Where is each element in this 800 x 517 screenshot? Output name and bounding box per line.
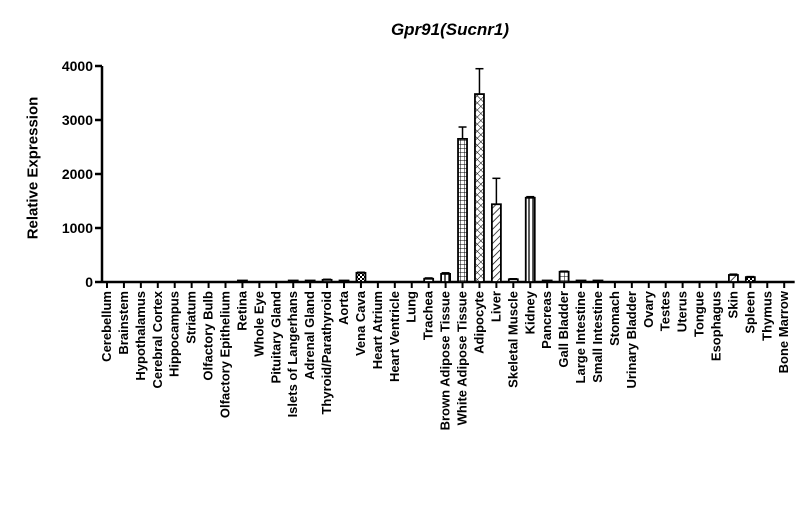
x-tick-label: Vena Cava bbox=[353, 290, 368, 356]
x-tick-label: Brainstem bbox=[116, 291, 131, 355]
bar-islets-of-langerhans bbox=[287, 279, 299, 283]
x-tick-label: Stomach bbox=[607, 291, 622, 346]
x-tick-label: Gall Bladder bbox=[556, 291, 571, 368]
x-tick-label: Trachea bbox=[421, 290, 436, 340]
bar-skin bbox=[728, 274, 739, 283]
x-tick-label: Pituitary Gland bbox=[268, 291, 283, 384]
x-tick-label: Skin bbox=[725, 291, 740, 319]
x-tick-label: Urinary Bladder bbox=[624, 291, 639, 389]
x-tick-label: Thyroid/Parathyroid bbox=[319, 291, 334, 415]
x-tick-label: Lung bbox=[404, 291, 419, 323]
x-tick-label: Small Intestine bbox=[590, 291, 605, 383]
bar-skeletal-muscle bbox=[507, 278, 519, 283]
x-tick-label: Hippocampus bbox=[167, 291, 182, 377]
y-tick-label: 2000 bbox=[62, 166, 93, 182]
x-tick-label: Hypothalamus bbox=[133, 291, 148, 381]
x-tick-label: Liver bbox=[488, 291, 503, 322]
x-tick-label: Adrenal Gland bbox=[302, 291, 317, 380]
x-tick-label: Adipocyte bbox=[471, 291, 486, 354]
bar-trachea bbox=[423, 277, 435, 283]
bar-spleen bbox=[744, 276, 756, 283]
x-tick-label: Olfactory Epithelium bbox=[218, 291, 233, 418]
x-tick-label: Skeletal Muscle bbox=[505, 291, 520, 388]
x-tick-label: Whole Eye bbox=[251, 291, 266, 357]
bar-pancreas bbox=[541, 279, 553, 283]
y-tick-label: 3000 bbox=[62, 112, 93, 128]
bar-small-intestine bbox=[592, 279, 604, 283]
x-tick-label: Uterus bbox=[675, 291, 690, 332]
x-tick-label: Bone Marrow bbox=[776, 290, 791, 373]
x-tick-label: Striatum bbox=[184, 291, 199, 344]
x-tick-label: Kidney bbox=[522, 290, 537, 334]
x-tick-label: Aorta bbox=[336, 290, 351, 325]
bar-adrenal-gland bbox=[304, 279, 316, 283]
bar-liver bbox=[490, 203, 502, 283]
x-tick-label: Heart Ventricle bbox=[387, 291, 402, 382]
bar-gall-bladder bbox=[558, 270, 570, 283]
bar-retina bbox=[237, 279, 248, 283]
x-tick-label: Cerebral Cortex bbox=[150, 290, 165, 388]
chart-title: Gpr91(Sucnr1) bbox=[390, 20, 510, 39]
y-tick-label: 0 bbox=[85, 274, 93, 290]
x-tick-labels: Cerebellum Brainstem Hypothalamus Cerebral … bbox=[99, 290, 791, 430]
y-tick-label: 4000 bbox=[62, 58, 93, 74]
bar-large-intestine bbox=[575, 279, 587, 283]
x-tick-label: Tongue bbox=[692, 291, 707, 337]
x-tick-label: Retina bbox=[234, 290, 249, 331]
x-tick-label: Testes bbox=[658, 291, 673, 331]
x-tick-label: Islets of Langerhans bbox=[285, 291, 300, 417]
bar-kidney bbox=[524, 196, 536, 283]
bar-thyroid-parathyroid bbox=[321, 278, 333, 283]
x-tick-label: Spleen bbox=[742, 291, 757, 334]
x-tick-label: Esophagus bbox=[708, 291, 723, 361]
x-tick-label: Cerebellum bbox=[99, 291, 114, 362]
bar-adipocyte bbox=[474, 93, 485, 283]
bar-vena-cava bbox=[355, 271, 367, 283]
x-tick-label: White Adipose Tissue bbox=[455, 291, 470, 425]
x-tick-label: Heart Atrium bbox=[370, 291, 385, 369]
axes: 0 1000 2000 3000 4000 bbox=[62, 58, 795, 290]
x-tick-label: Brown Adipose Tissue bbox=[438, 291, 453, 430]
bar-aorta bbox=[338, 279, 350, 283]
x-tick-label: Large Intestine bbox=[573, 291, 588, 383]
x-tick-label: Ovary bbox=[641, 290, 656, 328]
bars bbox=[237, 67, 756, 283]
bar-brown-adipose-tissue bbox=[440, 272, 452, 283]
bar-white-adipose-tissue bbox=[457, 137, 468, 283]
y-tick-label: 1000 bbox=[62, 220, 93, 236]
x-tick-label: Olfactory Bulb bbox=[201, 291, 216, 381]
x-tick-label: Thymus bbox=[759, 291, 774, 341]
x-tick-label: Pancreas bbox=[539, 291, 554, 349]
